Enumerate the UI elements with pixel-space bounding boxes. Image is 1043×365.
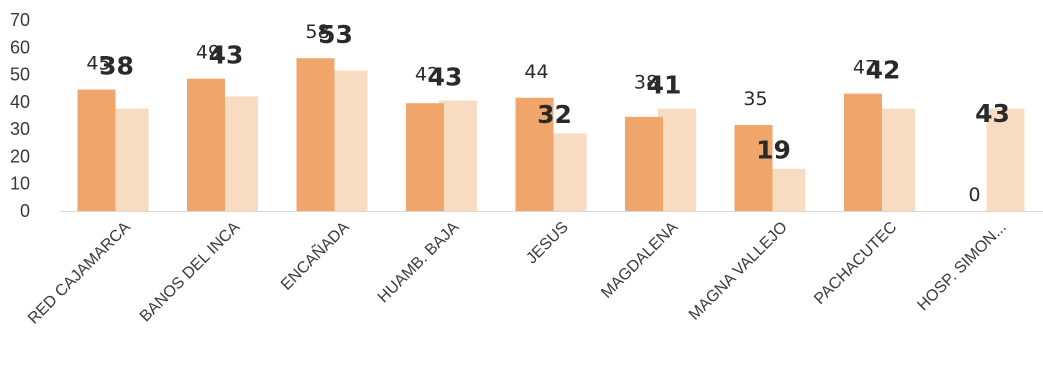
bar-series-2: [220, 96, 258, 211]
y-tick-label: 70: [10, 10, 30, 30]
y-tick-label: 50: [10, 65, 30, 85]
data-label-series-2: 19: [756, 136, 791, 165]
y-tick-label: 20: [10, 146, 30, 166]
bar-series-2: [767, 168, 806, 211]
category-label: PACHACUTEC: [811, 219, 900, 308]
data-label-series-1: 47: [853, 57, 877, 79]
bar-series-1: [844, 93, 882, 211]
bar-series-1: [187, 78, 225, 212]
bar-series-1: [406, 103, 444, 211]
data-label-series-1: 49: [196, 42, 220, 64]
bar-series-1: [77, 89, 116, 211]
y-tick-label: 40: [10, 92, 30, 112]
data-label-series-2: 43: [209, 41, 244, 70]
y-tick-label: 10: [10, 174, 30, 194]
bar-series-2: [110, 108, 149, 211]
bar-series-1: [515, 97, 554, 211]
data-label-series-1: 44: [524, 61, 548, 83]
category-label: ENCAÑADA: [276, 216, 353, 293]
bar-series-1: [296, 58, 335, 212]
bar-series-1: [625, 116, 663, 211]
data-label-series-2: 38: [99, 52, 134, 81]
data-label-series-1: 38: [634, 72, 658, 94]
bars: [77, 58, 1025, 212]
bar-series-2: [329, 70, 368, 211]
category-label: RED CAJAMARCA: [25, 219, 134, 328]
category-label: MAGDALENA: [598, 219, 681, 302]
y-tick-label: 0: [20, 201, 30, 221]
category-label: MAGNA VALLEJO: [686, 219, 791, 324]
y-tick-label: 60: [10, 37, 30, 57]
y-axis: 0 10 20 30 40 50 60 70: [10, 10, 30, 221]
category-labels: RED CAJAMARCA BANOS DEL INCA ENCAÑADA HUAMB…: [25, 216, 1010, 327]
data-label-series-2: 41: [647, 71, 682, 100]
bar-series-1: [734, 125, 773, 211]
bar-series-2: [439, 100, 477, 211]
bar-series-2: [877, 108, 915, 211]
data-label-series-1: 35: [743, 88, 767, 110]
data-label-series-2: 53: [318, 20, 353, 49]
data-label-series-2: 32: [537, 100, 572, 129]
bar-series-2: [658, 108, 696, 211]
y-tick-label: 30: [10, 119, 30, 139]
bar-series-2: [548, 133, 587, 211]
bar-series-2: [986, 108, 1025, 211]
data-label-series-1: 0: [968, 184, 980, 206]
data-label-series-2: 42: [866, 56, 901, 85]
category-label: BANOS DEL INCA: [137, 219, 244, 326]
data-label-series-1: 58: [305, 21, 329, 43]
data-label-series-2: 43: [975, 99, 1010, 128]
category-label: HUAMB. BAJA: [375, 219, 463, 307]
data-label-series-1: 45: [86, 53, 110, 75]
data-label-series-2: 43: [428, 62, 463, 91]
data-label-series-1: 42: [415, 63, 439, 85]
category-label: JESUS: [523, 219, 571, 267]
category-label: HOSP. SIMON...: [914, 219, 1009, 314]
